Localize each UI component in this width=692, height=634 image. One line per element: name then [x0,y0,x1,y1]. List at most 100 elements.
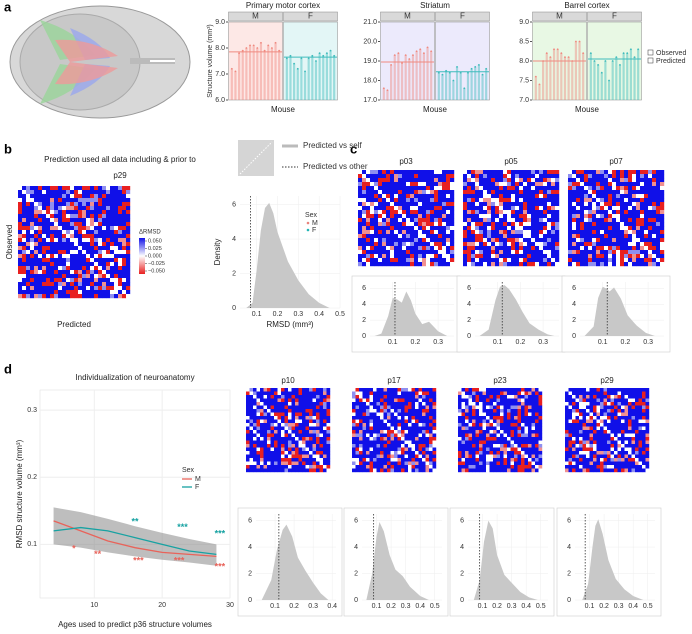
heatmap-cell [94,282,99,287]
heatmap-cell [408,444,412,448]
heatmap-cell [543,174,548,179]
heatmap-cell [434,262,439,267]
heatmap-cell [26,222,31,227]
heatmap-cell [366,458,370,462]
heatmap-cell [284,402,289,406]
heatmap-cell [483,210,488,215]
heatmap-cell [507,423,511,427]
heatmap-cell [410,238,415,243]
heatmap-cell [30,242,35,247]
heatmap-cell [621,388,625,392]
heatmap-cell [467,262,472,267]
point [560,52,563,55]
heatmap-cell [366,388,370,392]
heatmap-cell [411,458,416,462]
heatmap-cell [398,186,403,191]
heatmap-cell [503,440,508,445]
heatmap-cell [98,270,103,275]
heatmap-cell [503,430,508,434]
heatmap-cell [628,222,633,227]
heatmap-cell [604,246,609,251]
heatmap-cell [491,174,496,179]
colorbar-tick-label: 0.025 [148,246,162,252]
heatmap-cell [370,234,375,239]
heatmap-cell [312,405,317,410]
heatmap-cell [584,230,589,235]
heatmap-cell [62,210,67,215]
facet-label: M [252,12,259,21]
heatmap-cell [535,170,540,175]
heatmap-cell [535,388,539,392]
heatmap-cell [495,182,500,187]
x-tick-label: 0.2 [516,339,526,346]
heatmap-cell [402,258,407,263]
heatmap-cell [418,388,423,392]
heatmap-cell [309,402,313,406]
heatmap-cell [114,262,119,267]
heatmap-cell [263,398,268,403]
heatmap-cell [66,238,71,243]
heatmap-cell [30,278,35,283]
heatmap-cell [362,402,367,406]
heatmap-cell [256,416,261,420]
heatmap-cell [584,242,589,247]
heatmap-cell [50,258,55,263]
heatmap-cell [450,194,455,199]
heatmap-cell [446,178,451,183]
heatmap-cell [383,440,388,445]
heatmap-cell [270,437,275,441]
heatmap-cell [380,458,384,462]
heatmap-cell [538,468,543,473]
heatmap-cell [432,423,437,427]
heatmap-cell [592,190,597,195]
heatmap-cell [620,194,625,199]
heatmap-cell [482,465,487,469]
point [238,52,241,55]
heatmap-cell [576,250,581,255]
heatmap-cell [386,258,391,263]
heatmap-cell [495,246,500,251]
heatmap-cell [98,274,103,279]
bar [289,55,292,100]
heatmap-cell [572,206,577,211]
heatmap-cell [429,405,433,410]
heatmap-cell [386,238,391,243]
heatmap-cell [30,258,35,263]
heatmap-cell [312,447,317,452]
heatmap-cell [580,230,585,235]
heatmap-cell [38,210,43,215]
heatmap-cell [580,234,585,239]
heatmap-cell [535,454,539,459]
heatmap-cell [652,238,657,243]
heatmap-cell [46,202,51,207]
heatmap-cell [281,454,285,459]
heatmap-cell [620,202,625,207]
heatmap-cell [555,194,560,199]
heatmap-cell [467,254,472,259]
heatmap-cell [291,395,296,399]
heatmap-cell [26,202,31,207]
heatmap-cell [414,242,419,247]
heatmap-cell [467,182,472,187]
bar [463,88,466,100]
heatmap-cell [515,202,520,207]
heatmap-cell [612,178,617,183]
heatmap-cell [425,454,430,459]
heatmap-cell [366,437,370,441]
heatmap-cell [493,430,497,434]
heatmap-cell [256,430,261,434]
heatmap-cell [479,402,483,406]
heatmap-cell [600,194,605,199]
heatmap-cell [34,222,39,227]
heatmap-cell [640,242,645,247]
heatmap-cell [660,170,665,175]
heatmap-cell [511,174,516,179]
heatmap-cell [527,234,532,239]
heatmap-cell [450,234,455,239]
heatmap-cell [390,246,395,251]
heatmap-cell [517,468,522,473]
heatmap-cell [489,391,494,396]
heatmap-cell [246,458,250,462]
heatmap-cell [387,468,391,473]
heatmap-cell [94,238,99,243]
